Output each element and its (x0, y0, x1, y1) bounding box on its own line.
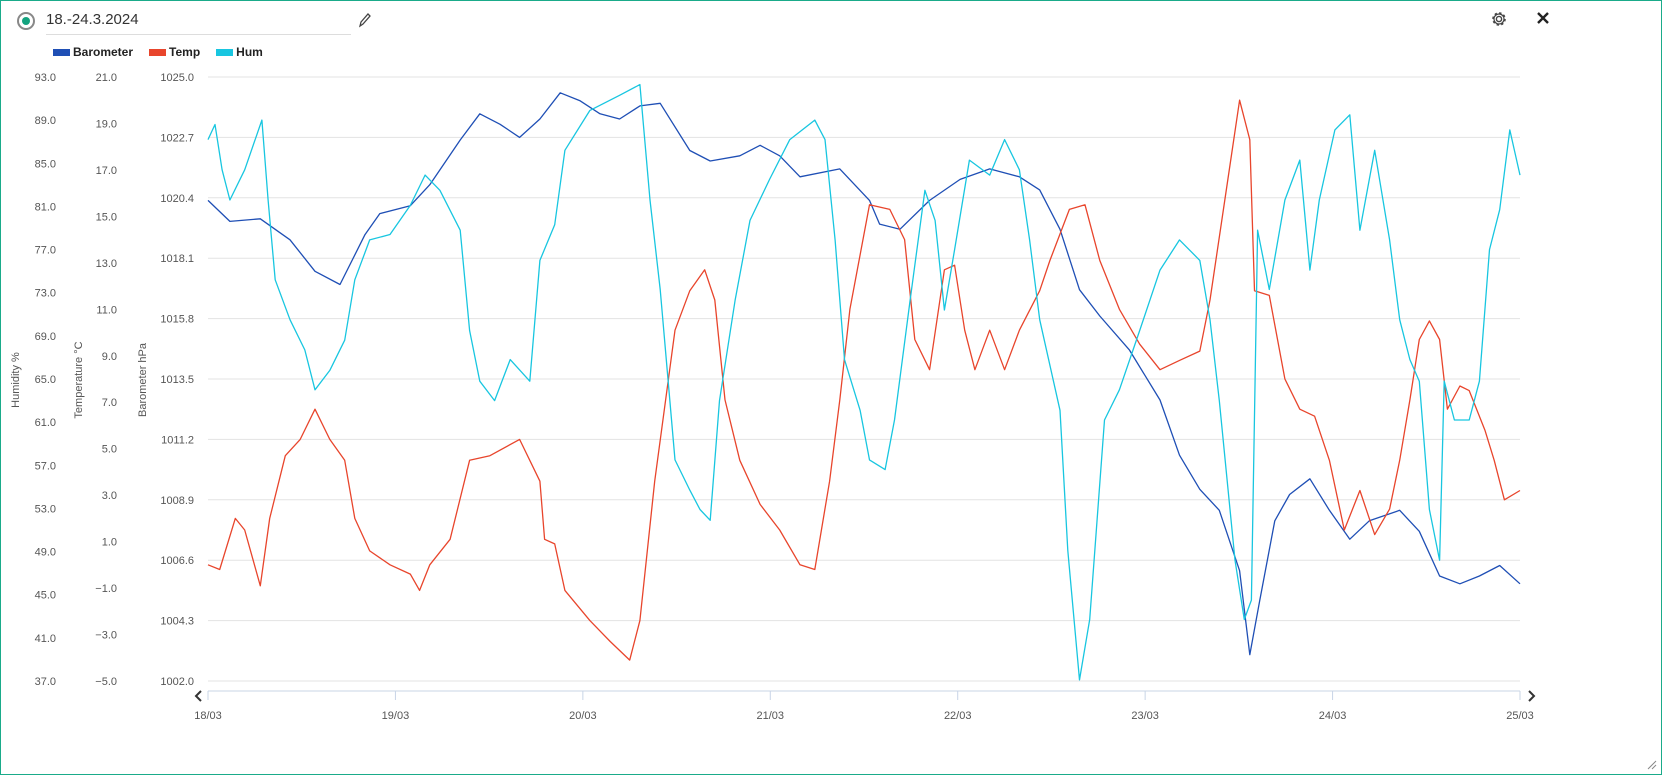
legend-item-hum[interactable]: Hum (216, 45, 263, 59)
title-underline (46, 34, 351, 35)
legend-label: Hum (236, 45, 263, 59)
radio-selected-icon[interactable] (17, 12, 35, 30)
chart-title[interactable]: 18.-24.3.2024 (46, 11, 139, 28)
pencil-icon[interactable] (357, 12, 371, 33)
close-icon[interactable] (1535, 10, 1551, 31)
legend-swatch (53, 48, 70, 56)
legend-item-barometer[interactable]: Barometer (53, 45, 133, 59)
legend-label: Barometer (73, 45, 134, 59)
legend-item-temp[interactable]: Temp (149, 45, 200, 59)
gear-icon[interactable] (1490, 10, 1508, 33)
legend-swatch (149, 48, 167, 56)
legend-swatch (216, 48, 234, 56)
chart-legend: Barometer Temp Hum (53, 45, 263, 59)
legend-label: Temp (169, 45, 201, 59)
